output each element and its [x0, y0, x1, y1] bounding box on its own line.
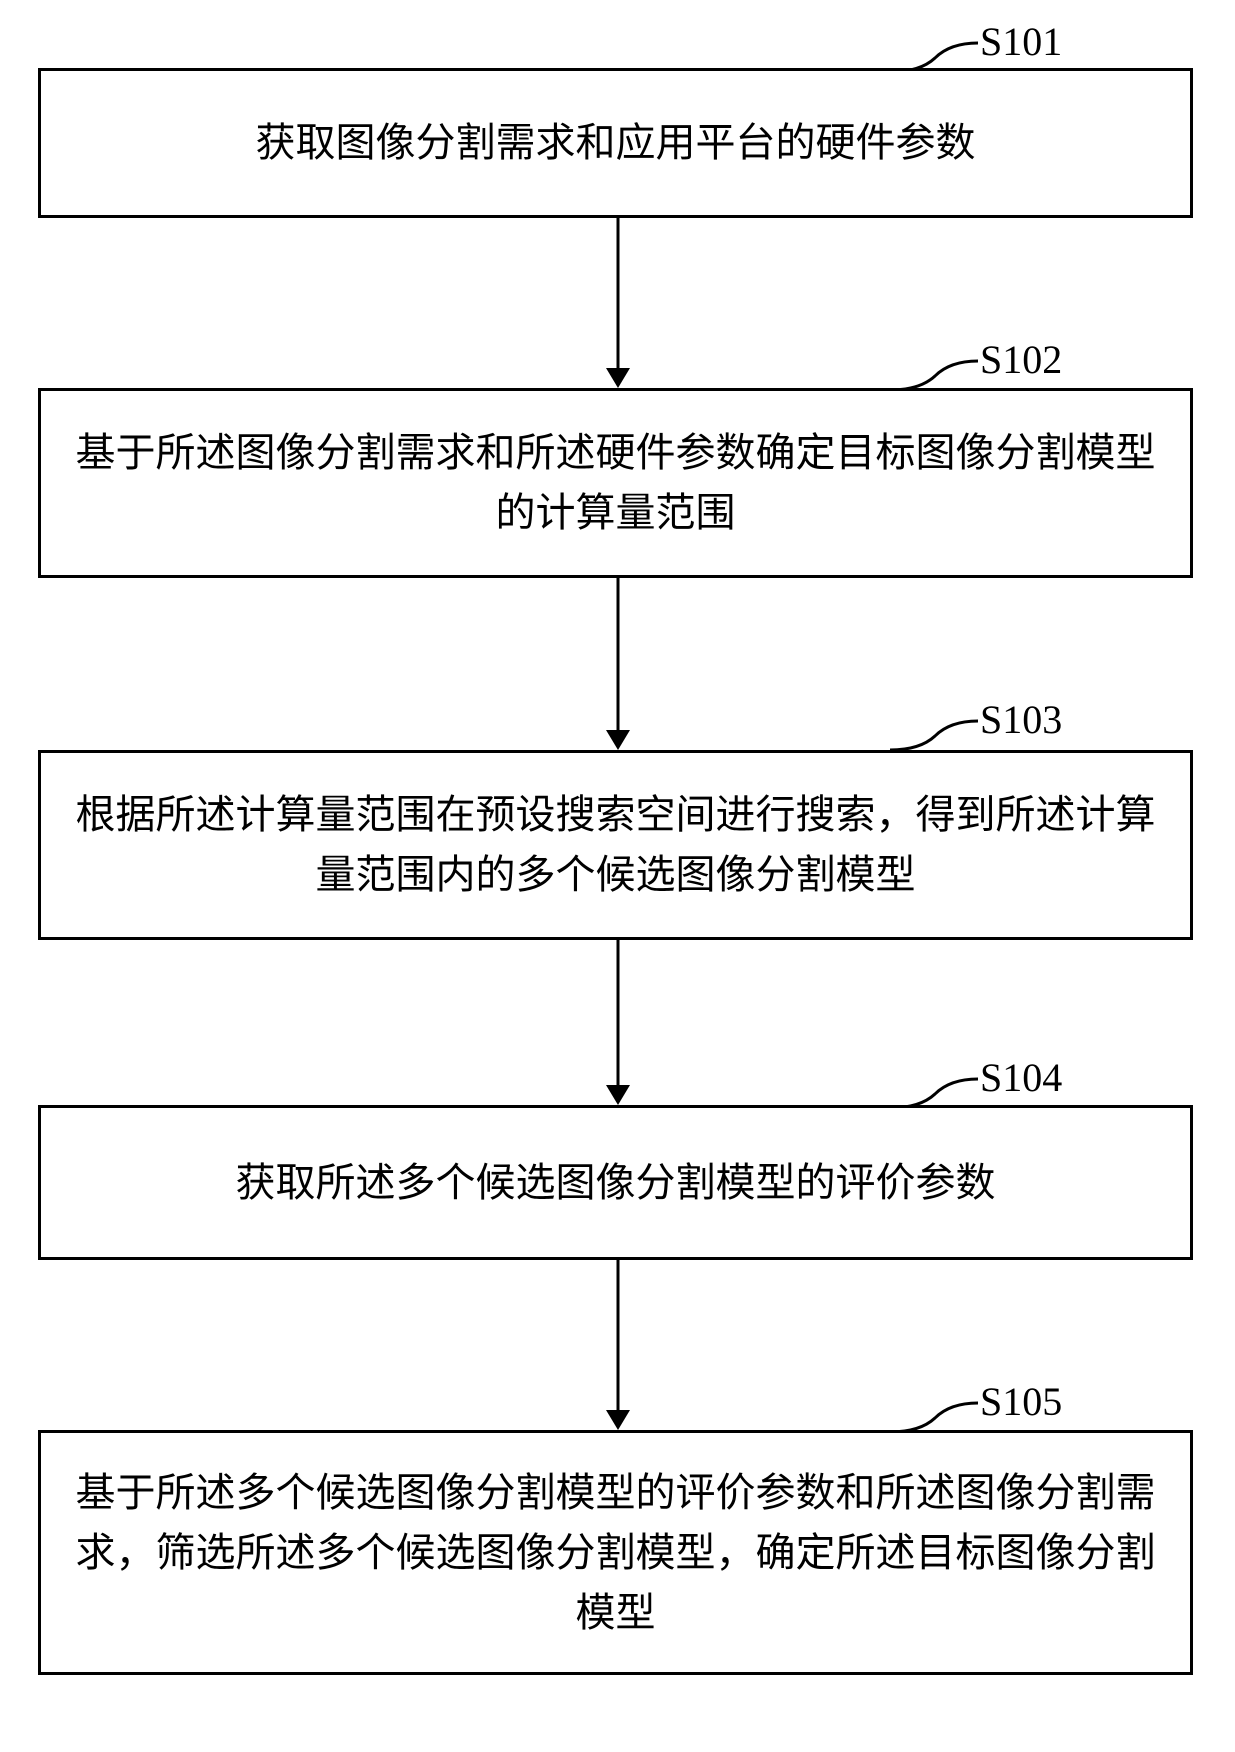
step-label-s103: S103	[980, 696, 1062, 743]
step-box-s103: 根据所述计算量范围在预设搜索空间进行搜索，得到所述计算量范围内的多个候选图像分割…	[38, 750, 1193, 940]
arrow-line-1	[616, 218, 619, 368]
step-text-s102: 基于所述图像分割需求和所述硬件参数确定目标图像分割模型的计算量范围	[71, 423, 1160, 543]
step-label-s101: S101	[980, 18, 1062, 65]
step-label-s105: S105	[980, 1378, 1062, 1425]
step-box-s104: 获取所述多个候选图像分割模型的评价参数	[38, 1105, 1193, 1260]
arrow-line-4	[616, 1260, 619, 1410]
arrow-head-2	[606, 730, 630, 750]
arrow-line-3	[616, 940, 619, 1085]
arrow-head-1	[606, 368, 630, 388]
step-label-s102: S102	[980, 336, 1062, 383]
step-box-s102: 基于所述图像分割需求和所述硬件参数确定目标图像分割模型的计算量范围	[38, 388, 1193, 578]
step-box-s101: 获取图像分割需求和应用平台的硬件参数	[38, 68, 1193, 218]
arrow-head-4	[606, 1410, 630, 1430]
step-text-s105: 基于所述多个候选图像分割模型的评价参数和所述图像分割需求，筛选所述多个候选图像分…	[71, 1463, 1160, 1643]
step-box-s105: 基于所述多个候选图像分割模型的评价参数和所述图像分割需求，筛选所述多个候选图像分…	[38, 1430, 1193, 1675]
arrow-head-3	[606, 1085, 630, 1105]
step-text-s104: 获取所述多个候选图像分割模型的评价参数	[236, 1153, 996, 1213]
step-text-s101: 获取图像分割需求和应用平台的硬件参数	[256, 113, 976, 173]
step-label-s104: S104	[980, 1054, 1062, 1101]
flowchart-container: S101 获取图像分割需求和应用平台的硬件参数 S102 基于所述图像分割需求和…	[0, 0, 1235, 1752]
step-text-s103: 根据所述计算量范围在预设搜索空间进行搜索，得到所述计算量范围内的多个候选图像分割…	[71, 785, 1160, 905]
arrow-line-2	[616, 578, 619, 730]
